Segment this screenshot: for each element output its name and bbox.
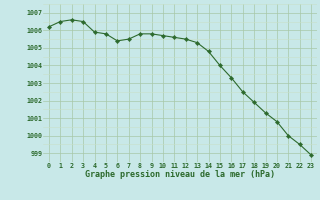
X-axis label: Graphe pression niveau de la mer (hPa): Graphe pression niveau de la mer (hPa): [85, 170, 275, 179]
